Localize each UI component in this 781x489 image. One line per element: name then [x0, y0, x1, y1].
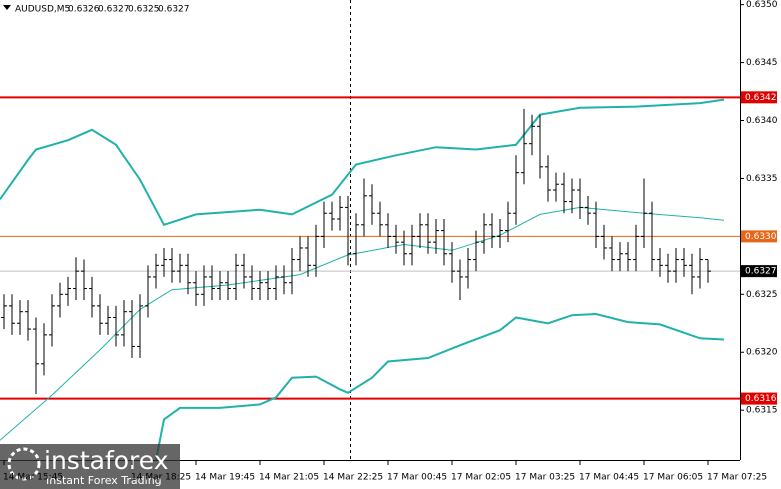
header-arrow [3, 5, 11, 10]
x-tick-label: 17 Mar 00:45 [387, 473, 447, 483]
band-line [0, 206, 725, 441]
x-tick-label: 17 Mar 06:05 [643, 473, 703, 483]
level-label: 0.6316 [745, 394, 777, 404]
x-tick-label: 14 Mar 19:45 [195, 473, 255, 483]
x-tick-label: 17 Mar 02:05 [451, 473, 511, 483]
watermark-tagline: Instant Forex Trading [46, 474, 162, 487]
x-tick-label: 17 Mar 03:25 [515, 473, 575, 483]
x-tick-label: 14 Mar 15:45 [3, 473, 63, 483]
last-price-label: 0.6327 [745, 267, 777, 277]
header-value: 0.6327 [98, 5, 130, 15]
y-tick-label: 0.6325 [746, 290, 778, 300]
x-tick-label: 14 Mar 18:25 [131, 473, 191, 483]
band-line [155, 312, 725, 461]
header-value: 0.6327 [158, 5, 190, 15]
y-tick-label: 0.6340 [746, 116, 778, 126]
y-tick-label: 0.6335 [746, 174, 778, 184]
plot-area [0, 96, 740, 461]
x-tick-label: 17 Mar 07:25 [707, 473, 767, 483]
y-tick-label: 0.6315 [746, 406, 778, 416]
level-label: 0.6330 [745, 232, 777, 242]
symbol: AUDUSD,M5 [15, 5, 70, 15]
level-label-bg [741, 230, 777, 243]
x-tick-label: 17 Mar 04:45 [579, 473, 639, 483]
level-label-bg [741, 91, 777, 104]
level-label-bg [741, 392, 777, 405]
watermark-brand: instaforex [44, 446, 169, 475]
header-value: 0.6325 [128, 5, 160, 15]
level-label: 0.6342 [745, 93, 777, 103]
band-line [0, 98, 725, 227]
y-tick-label: 0.6320 [746, 348, 778, 358]
watermark-box [0, 444, 180, 489]
last-price-bg [741, 265, 777, 278]
y-tick-label: 0.6350 [746, 0, 778, 10]
y-tick-label: 0.6345 [746, 58, 778, 68]
watermark-icon [7, 447, 41, 481]
x-tick-label: 14 Mar 22:25 [323, 473, 383, 483]
watermark: instaforex Instant Forex Trading [0, 444, 180, 489]
x-tick-label: 14 Mar 21:05 [259, 473, 319, 483]
header-value: 0.6326 [68, 5, 100, 15]
